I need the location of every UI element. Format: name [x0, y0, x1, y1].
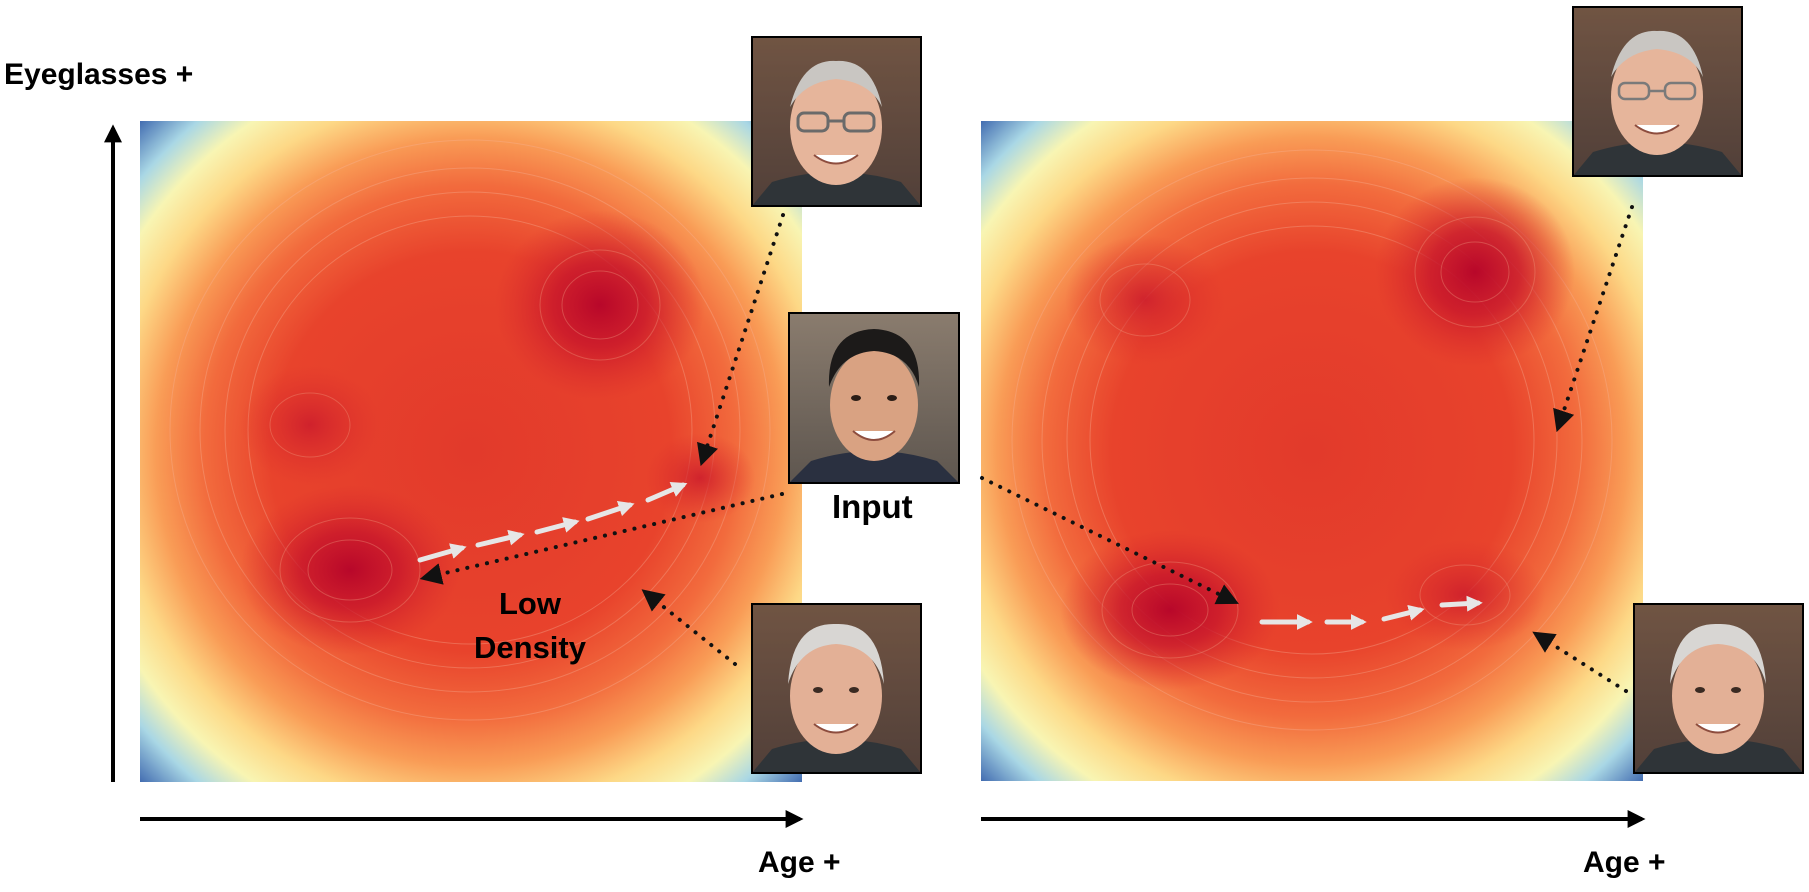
- low-density-line2: Density: [474, 630, 586, 665]
- right-density-map: [981, 121, 1643, 781]
- left-density-map: [140, 121, 802, 782]
- peak-lower-left: [240, 485, 460, 655]
- step-arrow: [417, 543, 467, 563]
- x-axis-label-left: Age +: [758, 846, 841, 879]
- glasses-icon: [1617, 81, 1697, 101]
- peak-middle-right: [645, 433, 755, 523]
- portrait-older-left: [751, 603, 922, 774]
- portrait-older-glasses-right: [1572, 6, 1743, 177]
- y-axis-label: Eyeglasses +: [4, 58, 194, 91]
- step-arrow: [585, 500, 635, 522]
- low-density-line1: Low: [498, 586, 561, 621]
- step-arrow: [1439, 595, 1483, 612]
- low-density-label: Low Density: [474, 582, 586, 670]
- peak-left: [240, 365, 380, 485]
- portrait-input-young: [788, 312, 960, 484]
- input-label: Input: [832, 488, 913, 525]
- dotted-arrow-input-to-left: [419, 492, 784, 585]
- left-step-arrows: [417, 482, 688, 563]
- peak-lower-left: [1060, 530, 1280, 690]
- right-step-arrows: [1259, 595, 1483, 631]
- step-arrow: [645, 482, 688, 503]
- portrait-older-right: [1633, 603, 1804, 774]
- step-arrow: [475, 529, 525, 548]
- peak-lower-right: [1385, 540, 1545, 650]
- x-axis-label-right: Age +: [1583, 846, 1666, 879]
- dotted-arrow-glasses-to-right: [1553, 205, 1634, 433]
- step-arrow: [1381, 604, 1425, 622]
- peak-upper-middle: [495, 210, 705, 400]
- dotted-arrow-input-to-right: [980, 476, 1239, 605]
- step-arrow: [534, 517, 580, 535]
- peak-upper-left: [1065, 235, 1225, 365]
- glasses-icon: [796, 111, 876, 133]
- portrait-older-glasses-left: [751, 36, 922, 207]
- dotted-arrow-old-to-left: [641, 589, 737, 666]
- dotted-arrow-glasses-to-left: [697, 213, 785, 467]
- peak-upper-right: [1375, 177, 1575, 367]
